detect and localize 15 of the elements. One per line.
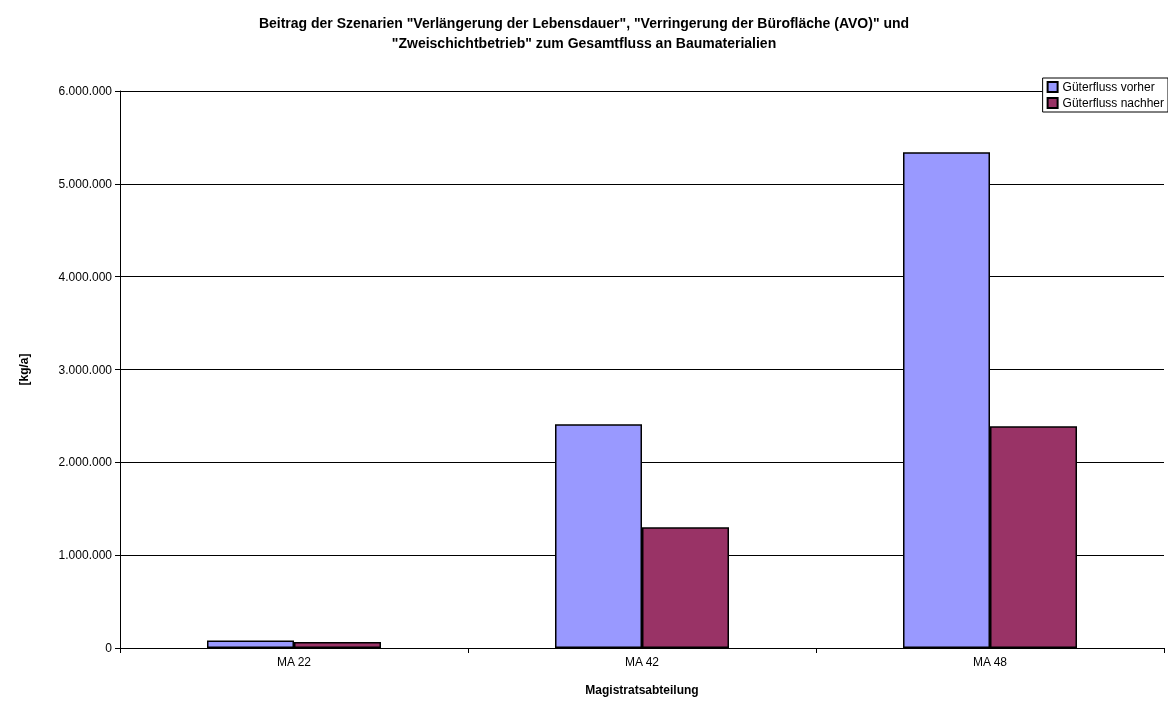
y-tick-label: 6.000.000 [58, 84, 113, 98]
x-axis-title: Magistratsabteilung [585, 683, 699, 697]
y-tick-label: 4.000.000 [58, 269, 113, 284]
y-tick-label: 0 [105, 641, 113, 655]
y-tick-label: 1.000.000 [58, 548, 113, 563]
x-tick-label: MA 48 [972, 655, 1008, 669]
legend-label: Güterfluss nachher [1062, 96, 1165, 110]
y-tick-label: 2.000.000 [58, 455, 113, 470]
y-axis-title: [kg/a] [17, 353, 31, 386]
x-tick-label: MA 22 [276, 655, 312, 669]
chart-title: Beitrag der Szenarien "Verlängerung der Lebensdauer", "Verringerung der Bürofläche (AVO)" und "Zweischichtbetrieb" zum Gesamtfluss an Baumaterialien [258, 15, 910, 51]
x-tick-label: MA 42 [624, 655, 660, 669]
y-tick-label: 5.000.000 [58, 176, 113, 191]
y-tick-label: 3.000.000 [58, 362, 113, 377]
legend-label: Güterfluss vorher [1062, 80, 1155, 94]
